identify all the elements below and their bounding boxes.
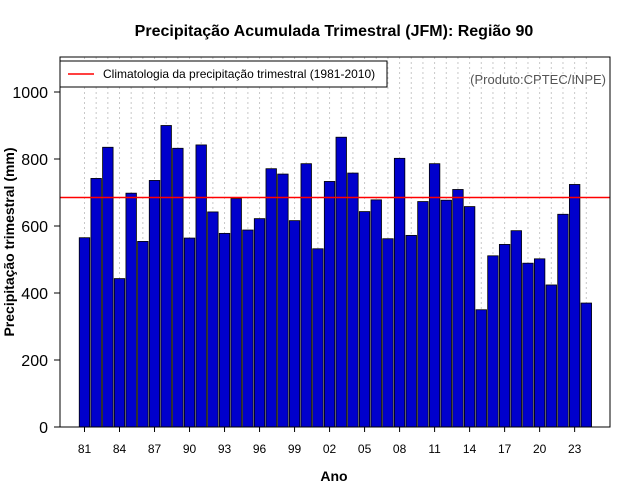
legend: Climatologia da precipitação trimestral … <box>59 60 388 88</box>
y-tick-label: 0 <box>39 420 48 437</box>
bar-1981 <box>78 237 91 428</box>
x-tick-label: 93 <box>218 442 232 456</box>
bar-2015 <box>475 309 487 428</box>
y-axis: 0 200 400 600 800 1000 <box>12 85 61 437</box>
bar-2004 <box>347 172 359 428</box>
bar-2019 <box>522 262 534 428</box>
y-tick-label: 800 <box>21 152 48 169</box>
legend-box <box>59 60 388 88</box>
chart-title: Precipitação Acumulada Trimestral (JFM):… <box>135 23 534 40</box>
x-tick-label: 17 <box>498 442 512 456</box>
bar-2005 <box>358 211 371 428</box>
bar-1990 <box>183 237 196 428</box>
bar-1988 <box>160 125 172 428</box>
bar-2011 <box>428 163 441 428</box>
bar-2022 <box>557 213 569 428</box>
bar-1994 <box>230 198 242 428</box>
bar-1999 <box>288 220 301 428</box>
bar-1998 <box>277 173 289 428</box>
bar-2013 <box>452 189 464 428</box>
x-tick-label: 20 <box>533 442 547 456</box>
x-tick-label: 02 <box>323 442 337 456</box>
bar-2023 <box>568 184 581 428</box>
bar-2010 <box>417 201 429 428</box>
y-axis-title: Precipitação trimestral (mm) <box>1 147 17 336</box>
x-tick-label: 87 <box>148 442 162 456</box>
bar-2012 <box>440 199 452 428</box>
bar-1997 <box>265 168 277 428</box>
x-axis-title: Ano <box>320 468 347 484</box>
bar-2009 <box>405 234 417 428</box>
bar-2016 <box>487 255 499 428</box>
bar-1995 <box>242 229 254 428</box>
bars-group <box>78 125 592 428</box>
x-tick-label: 96 <box>253 442 267 456</box>
x-tick-label: 90 <box>183 442 197 456</box>
x-tick-label: 08 <box>393 442 407 456</box>
bar-1991 <box>195 144 207 428</box>
bar-1989 <box>172 147 184 428</box>
bar-1987 <box>148 180 161 428</box>
bar-1984 <box>113 278 126 428</box>
bar-2018 <box>510 230 522 428</box>
bar-1986 <box>137 241 149 428</box>
bar-1982 <box>90 178 102 428</box>
bar-1993 <box>218 232 231 428</box>
legend-entry-climatology: Climatologia da precipitação trimestral … <box>103 67 375 81</box>
y-tick-label: 400 <box>21 286 48 303</box>
bar-2020 <box>533 258 546 428</box>
x-tick-label: 99 <box>288 442 302 456</box>
y-tick-label: 200 <box>21 353 48 370</box>
x-tick-label: 11 <box>428 442 441 456</box>
bar-2006 <box>370 199 382 428</box>
x-tick-label: 81 <box>78 442 92 456</box>
bar-1996 <box>253 218 266 428</box>
bar-2017 <box>498 244 511 428</box>
x-tick-label: 05 <box>358 442 372 456</box>
bar-2021 <box>545 284 557 428</box>
x-axis: 81 84 87 90 93 96 99 02 05 08 11 14 17 20 23 <box>78 427 582 456</box>
bar-2001 <box>312 248 324 428</box>
bar-2008 <box>393 157 406 428</box>
source-annotation: (Produto:CPTEC/INPE) <box>470 72 606 87</box>
y-tick-label: 600 <box>21 219 48 236</box>
x-tick-label: 14 <box>463 442 477 456</box>
bar-2007 <box>382 238 394 428</box>
bar-2014 <box>463 206 476 428</box>
bar-1985 <box>125 192 137 428</box>
bar-2002 <box>323 181 336 428</box>
x-tick-label: 23 <box>568 442 582 456</box>
bar-1983 <box>102 146 114 428</box>
bar-2003 <box>335 136 347 428</box>
bar-1992 <box>207 211 219 428</box>
bar-2024 <box>580 302 592 428</box>
y-tick-label: 1000 <box>12 85 48 102</box>
x-tick-label: 84 <box>113 442 127 456</box>
bar-2000 <box>300 163 312 428</box>
